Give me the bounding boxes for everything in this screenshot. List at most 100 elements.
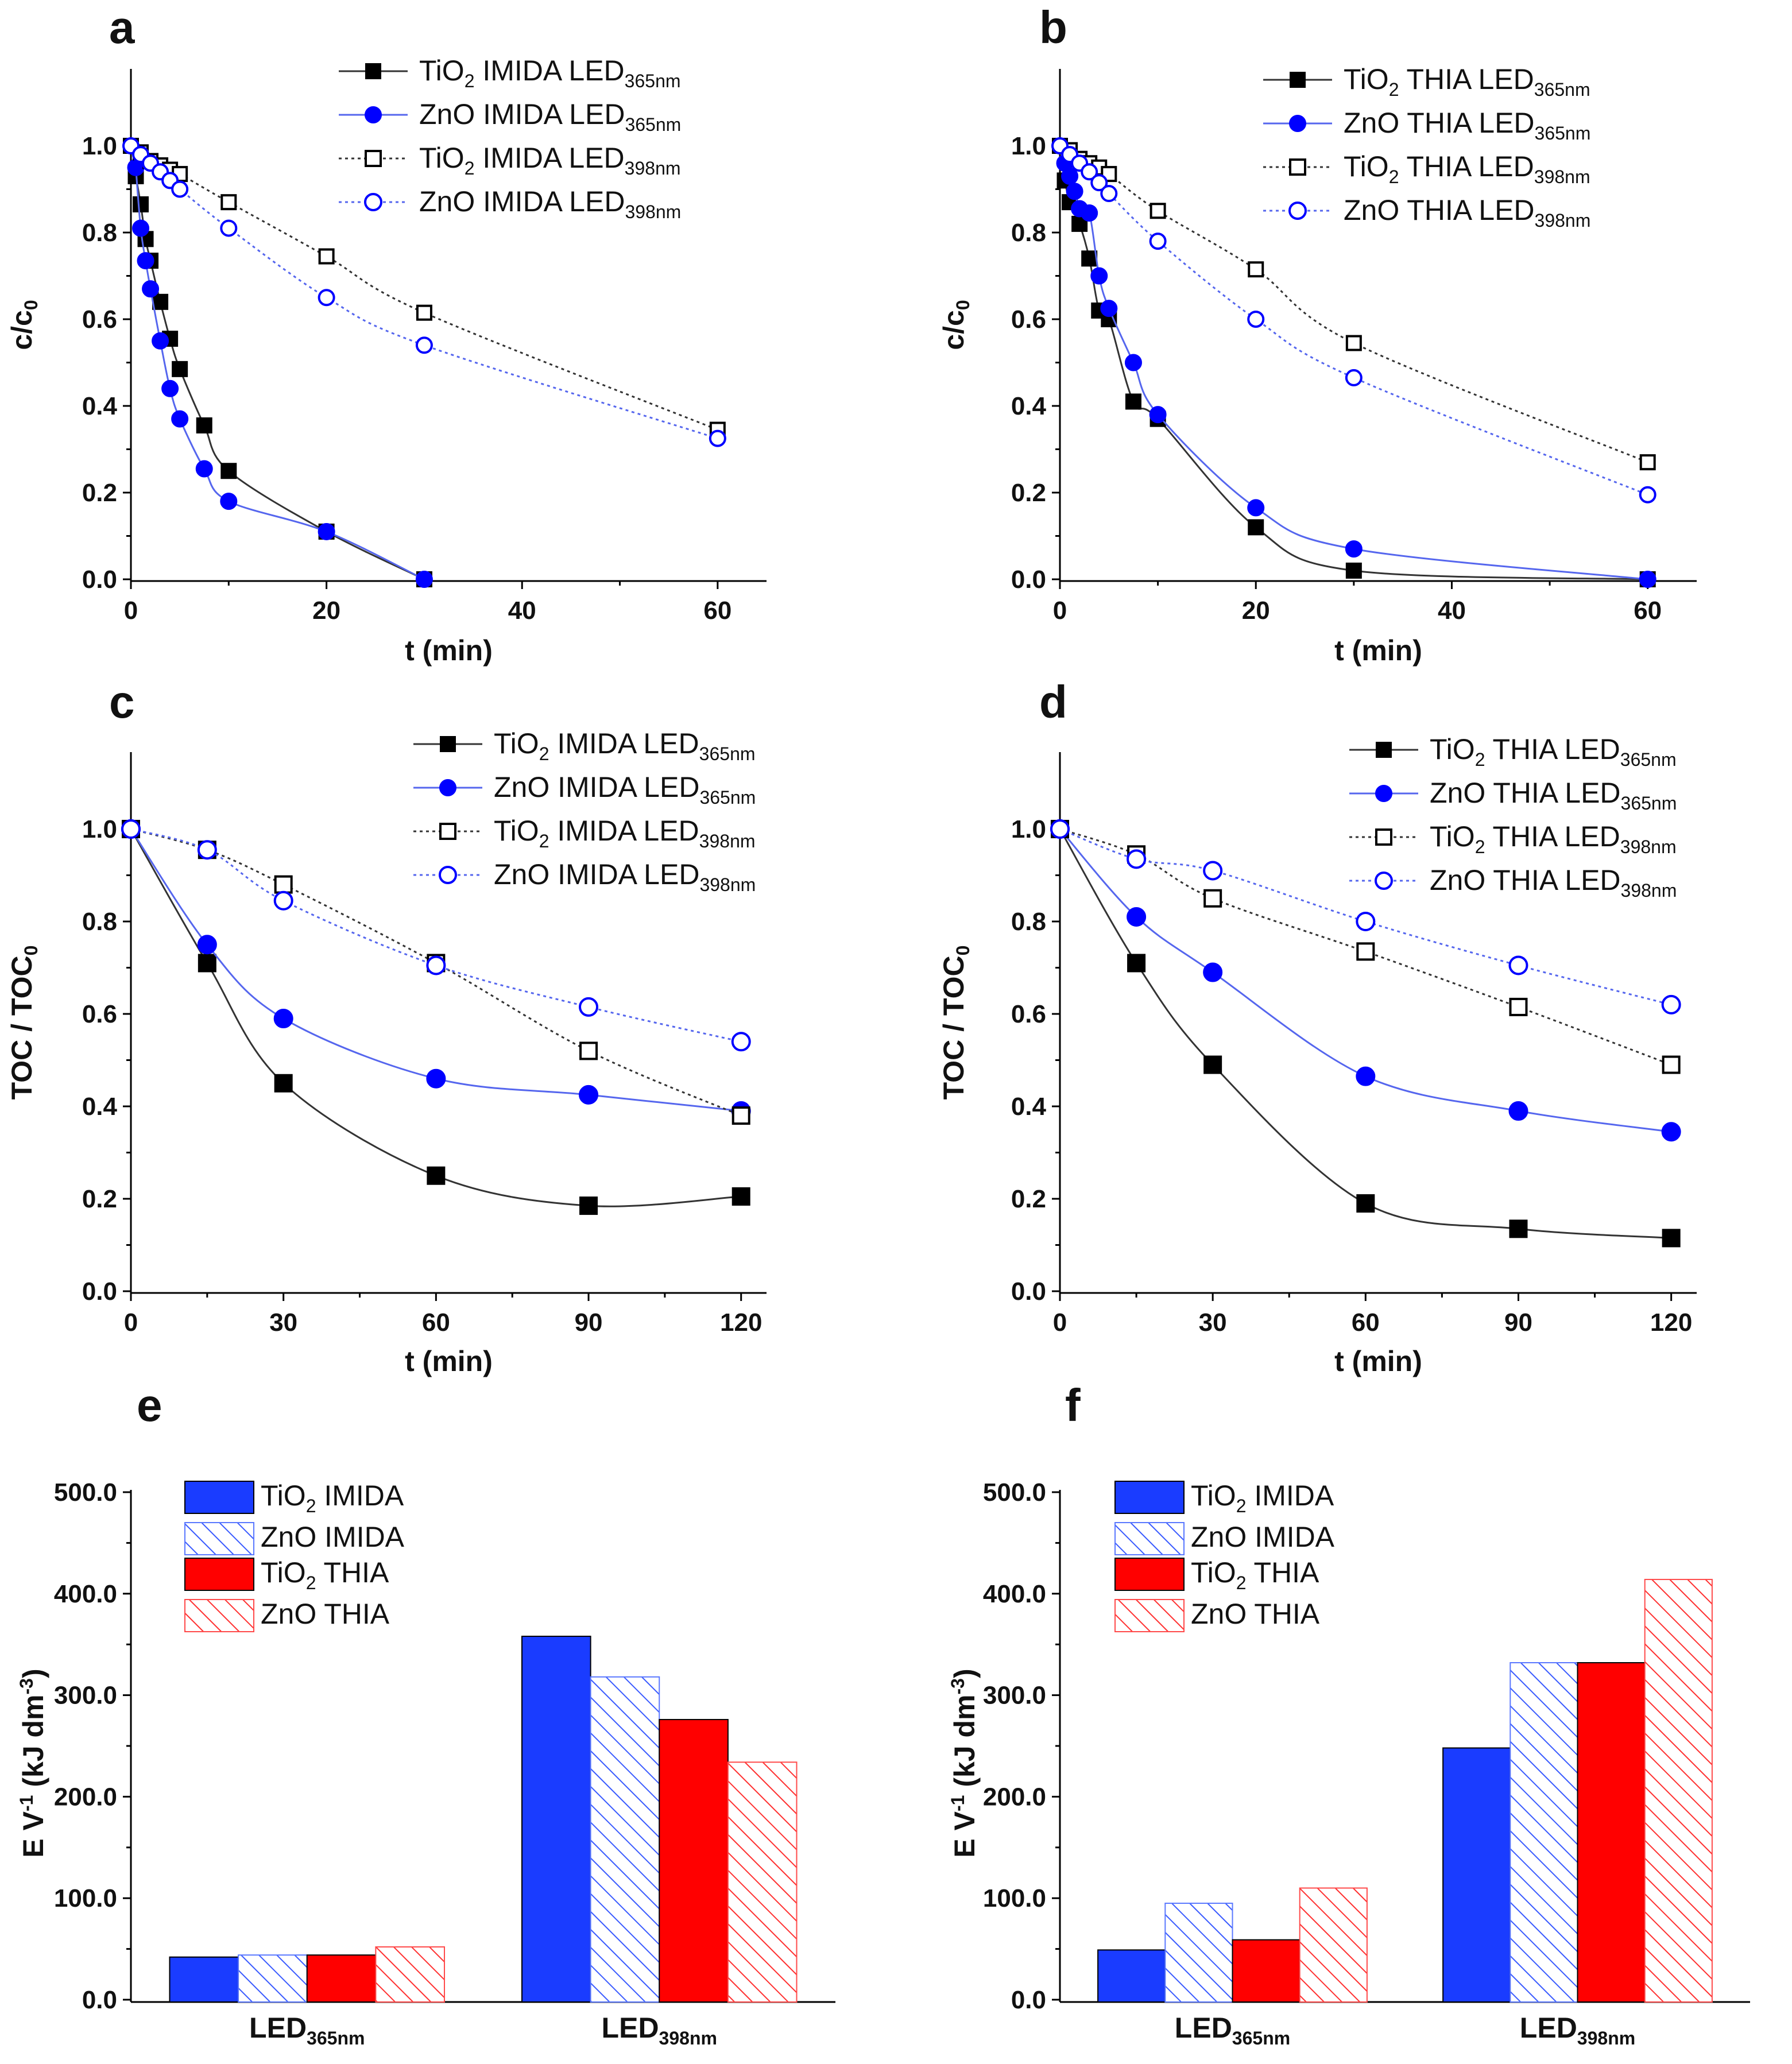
legend-label-a: ZnO <box>494 771 549 803</box>
y-tick-label: 0.8 <box>82 219 117 247</box>
bar <box>169 1956 239 2003</box>
legend-entry-1: ZnO THIA LED365nm <box>1349 777 1677 814</box>
legend-entry-1: ZnO IMIDA LED365nm <box>339 98 681 135</box>
legend-entry-3: ZnO THIA <box>184 1598 390 1632</box>
x-tick-label: 40 <box>508 597 536 625</box>
y-tick-label-text: 0.6 <box>1011 305 1046 334</box>
data-point <box>195 460 213 478</box>
data-point <box>1662 1229 1681 1248</box>
x-tick-label: 0 <box>124 1308 138 1337</box>
data-point <box>1061 167 1079 185</box>
y-tick-label-text: 0.6 <box>1011 1000 1046 1028</box>
y-tick-label: 500.0 <box>983 1478 1046 1507</box>
legend-marker <box>364 193 382 211</box>
x-tick-label: 90 <box>575 1308 603 1337</box>
chart-panel-e: e 0.0 100.0 200.0 300.0 400.0 500.0 E V-1 (kJ d… <box>16 1380 835 2048</box>
legend-marker <box>365 106 382 123</box>
y-tick-label: 0.0 <box>1011 1277 1046 1306</box>
data-point <box>318 248 335 265</box>
y-tick-label: 1.0 <box>82 815 117 843</box>
data-point <box>318 289 335 307</box>
y-tick-label-text: 500.0 <box>983 1478 1046 1507</box>
bar <box>1510 1662 1578 2003</box>
legend-entry-0: TiO2 IMIDA <box>1114 1480 1334 1516</box>
legend-marker <box>1375 872 1393 890</box>
data-point <box>220 463 237 479</box>
legend-label-a: ZnO <box>1344 107 1399 139</box>
x-tick-label: 30 <box>1199 1308 1227 1337</box>
x-axis-title: t (min) <box>1334 634 1422 667</box>
legend-marker <box>1375 828 1392 846</box>
x-axis-title-text: t (min) <box>1334 634 1422 667</box>
x-axis-title: t (min) <box>1334 1345 1422 1377</box>
bar <box>590 1676 660 2003</box>
legend-label-c: IMIDA LED <box>474 55 624 87</box>
x-tick-label-text: 0 <box>1053 1308 1067 1337</box>
y-tick-label: 0.4 <box>1011 392 1047 420</box>
legend-label: TiO2 IMIDA LED398nm <box>419 142 681 179</box>
legend-label-a: ZnO <box>1344 194 1399 226</box>
y-tick-label-text: 0.0 <box>82 1277 117 1306</box>
bar <box>1232 1939 1301 2003</box>
legend-entry-0: TiO2 THIA LED365nm <box>1263 63 1590 100</box>
series-2 <box>1052 138 1656 471</box>
data-point <box>579 1041 598 1060</box>
legend-label-b: 2 <box>539 831 549 851</box>
panel-letter-text: f <box>1065 1380 1081 1431</box>
legend-label-c: IMIDA LED <box>475 185 625 218</box>
data-point <box>426 955 446 975</box>
legend-label: ZnO IMIDA <box>261 1521 405 1553</box>
legend-swatch <box>184 1599 254 1632</box>
data-point <box>1508 955 1528 975</box>
y-tick-label-text: 0.4 <box>82 392 118 420</box>
y-tick-label-text: 200.0 <box>54 1783 117 1811</box>
legend-swatch <box>184 1481 254 1514</box>
series-line <box>135 176 425 580</box>
legend-label: TiO2 IMIDA LED365nm <box>419 55 681 91</box>
bar <box>1442 1747 1511 2003</box>
y-axis-title-sub: 0 <box>21 300 41 310</box>
legend-label: ZnO IMIDA LED365nm <box>419 98 681 135</box>
series-3 <box>1051 137 1656 504</box>
series-2 <box>123 138 726 438</box>
legend-label-a: TiO <box>1430 820 1475 853</box>
x-tick-label-text: 120 <box>720 1308 762 1337</box>
legend-entry-1: ZnO THIA LED365nm <box>1263 107 1590 144</box>
data-point <box>1356 1066 1376 1086</box>
legend-label-c: IMIDA <box>1246 1480 1334 1512</box>
y-axis-title: E V-1 (kJ dm-3) <box>947 1668 981 1857</box>
x-tick-label-text: 30 <box>1199 1308 1227 1337</box>
y-axis-title-sub: 0 <box>953 946 973 956</box>
legend-label: TiO2 THIA <box>261 1556 389 1593</box>
y-tick-label: 0.8 <box>1011 908 1046 936</box>
data-point <box>427 1166 446 1185</box>
legend-label-d: 398nm <box>1535 210 1591 231</box>
y-tick-label-text: 0.6 <box>82 305 117 334</box>
x-tick-label-text: 40 <box>1438 597 1466 625</box>
legend-label-c: IMIDA LED <box>475 98 625 130</box>
y-axis-title-c: (kJ dm <box>17 1695 49 1795</box>
legend-entry-1: ZnO IMIDA <box>184 1521 405 1555</box>
legend-label: ZnO IMIDA <box>1191 1521 1335 1553</box>
legend-label: TiO2 IMIDA LED398nm <box>494 815 756 851</box>
x-tick-label: 0 <box>124 597 138 625</box>
legend-label-c: THIA LED <box>1485 777 1620 809</box>
data-point <box>1127 907 1147 927</box>
y-tick-label: 200.0 <box>983 1783 1046 1811</box>
y-tick-label-text: 0.2 <box>1011 1185 1046 1213</box>
y-tick-label: 400.0 <box>983 1580 1046 1608</box>
legend-label-c: THIA <box>316 1598 390 1630</box>
legend-marker <box>440 736 456 752</box>
legend-label: ZnO THIA LED398nm <box>1344 194 1590 231</box>
legend-label-b: 2 <box>1236 1496 1247 1516</box>
legend-label-c: IMIDA <box>1247 1521 1334 1553</box>
x-tick-label-text: 40 <box>508 597 536 625</box>
data-point <box>579 1196 598 1215</box>
data-point <box>1356 1194 1375 1213</box>
data-point <box>1662 1055 1681 1074</box>
y-tick-label-text: 500.0 <box>54 1478 117 1507</box>
legend-label-a: ZnO <box>1430 777 1485 809</box>
y-tick-label-text: 1.0 <box>1011 132 1046 160</box>
y-tick-label-text: 0.2 <box>82 1185 117 1213</box>
data-point <box>318 522 335 540</box>
